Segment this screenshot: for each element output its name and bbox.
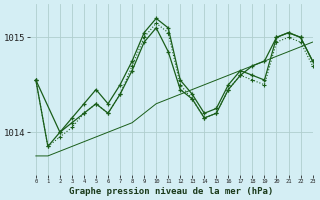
- X-axis label: Graphe pression niveau de la mer (hPa): Graphe pression niveau de la mer (hPa): [69, 187, 273, 196]
